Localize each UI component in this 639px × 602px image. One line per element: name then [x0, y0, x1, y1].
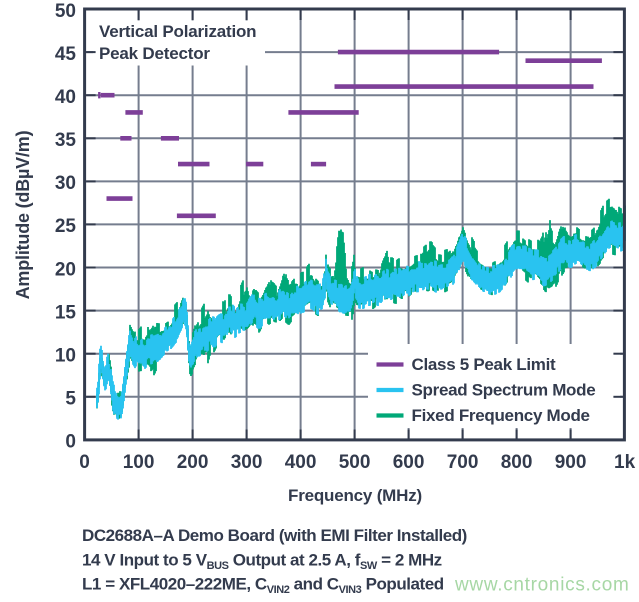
svg-text:30: 30: [55, 173, 76, 194]
svg-text:600: 600: [393, 452, 425, 473]
svg-text:DC2688A–A Demo Board (with EMI: DC2688A–A Demo Board (with EMI Filter In…: [82, 526, 467, 545]
svg-text:Spread Spectrum Mode: Spread Spectrum Mode: [412, 381, 596, 400]
svg-text:Vertical Polarization: Vertical Polarization: [99, 22, 256, 41]
svg-text:Fixed Frequency Mode: Fixed Frequency Mode: [412, 406, 590, 425]
svg-text:14 V Input to 5 VBUS Output at: 14 V Input to 5 VBUS Output at 2.5 A, fS…: [82, 551, 442, 573]
svg-text:200: 200: [177, 452, 209, 473]
svg-text:800: 800: [501, 452, 533, 473]
svg-text:15: 15: [55, 302, 77, 323]
svg-text:400: 400: [285, 452, 317, 473]
svg-text:100: 100: [123, 452, 155, 473]
svg-text:700: 700: [447, 452, 479, 473]
svg-text:10: 10: [55, 346, 76, 367]
svg-text:L1 = XFL4020–222ME, CVIN2 and: L1 = XFL4020–222ME, CVIN2 and CVIN3 Popu…: [82, 575, 444, 597]
svg-text:Frequency (MHz): Frequency (MHz): [288, 486, 422, 505]
svg-text:20: 20: [55, 259, 76, 280]
svg-text:300: 300: [231, 452, 263, 473]
svg-text:1k: 1k: [614, 452, 636, 473]
svg-text:500: 500: [339, 452, 371, 473]
svg-text:25: 25: [55, 216, 77, 237]
svg-text:Amplitude (dBµV/m): Amplitude (dBµV/m): [13, 130, 33, 299]
svg-text:0: 0: [65, 432, 76, 453]
svg-text:Peak Detector: Peak Detector: [99, 44, 210, 63]
svg-text:Class 5 Peak Limit: Class 5 Peak Limit: [412, 355, 557, 374]
svg-text:0: 0: [79, 452, 90, 473]
svg-text:900: 900: [555, 452, 587, 473]
svg-text:5: 5: [65, 389, 76, 410]
svg-text:50: 50: [55, 1, 76, 22]
svg-text:45: 45: [55, 44, 77, 65]
svg-text:35: 35: [55, 130, 77, 151]
svg-text:40: 40: [55, 87, 76, 108]
svg-text:www.cntronics.com: www.cntronics.com: [454, 575, 630, 596]
